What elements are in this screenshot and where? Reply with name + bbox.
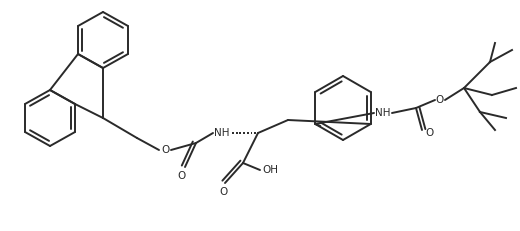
Text: O: O bbox=[161, 145, 169, 155]
Text: NH: NH bbox=[214, 128, 230, 138]
Text: O: O bbox=[436, 95, 444, 105]
Text: NH: NH bbox=[375, 108, 391, 118]
Text: O: O bbox=[219, 187, 227, 197]
Text: O: O bbox=[178, 171, 186, 181]
Text: O: O bbox=[426, 128, 434, 138]
Text: OH: OH bbox=[262, 165, 278, 175]
